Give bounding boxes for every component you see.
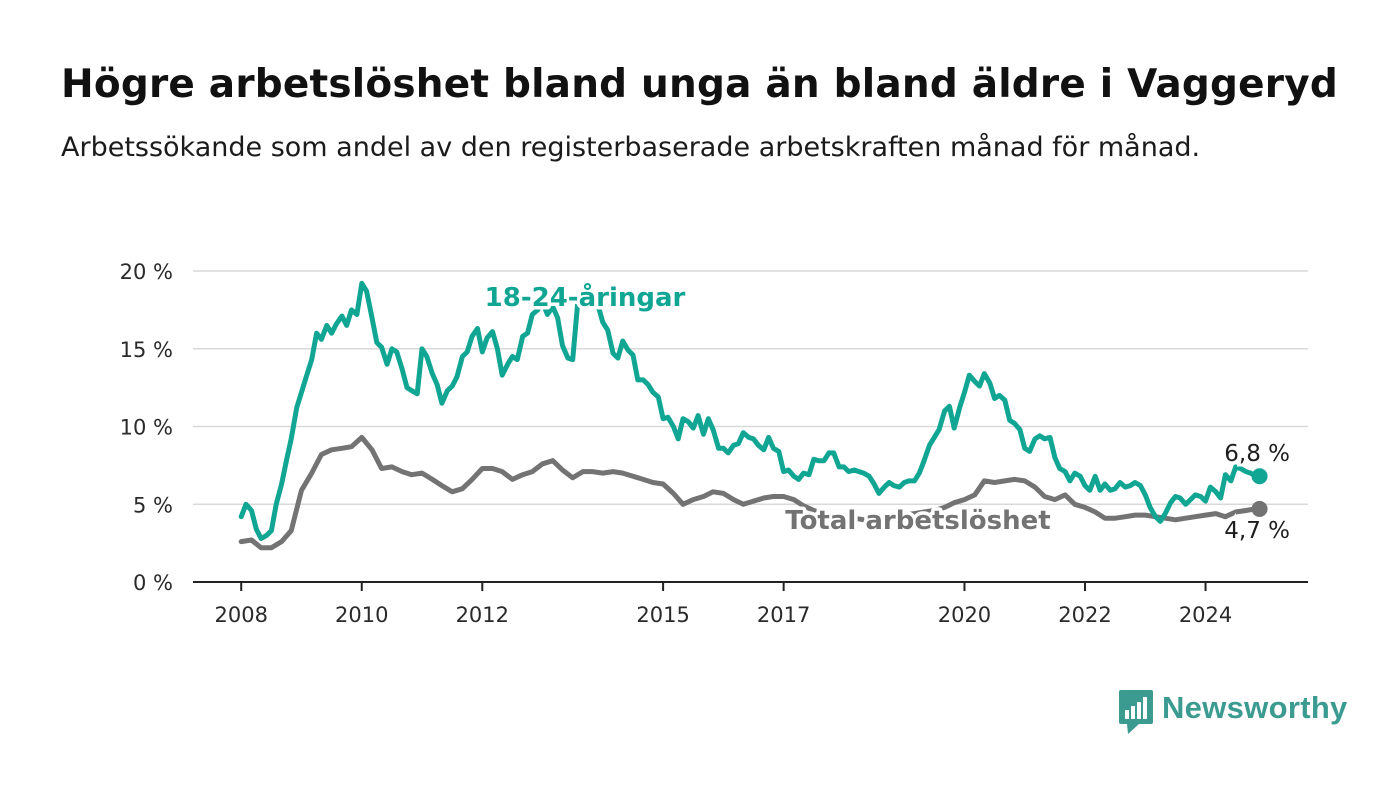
y-tick-label: 0 % (133, 571, 173, 595)
bar-chart-speech-bubble-icon (1119, 690, 1153, 734)
x-tick-label: 2017 (757, 603, 810, 627)
x-tick-label: 2010 (335, 603, 388, 627)
x-axis-ticks: 2008 2010 2012 2015 2017 2020 2022 2024 (214, 582, 1232, 627)
x-tick-label: 2012 (456, 603, 509, 627)
brand-name: Newsworthy (1162, 690, 1348, 725)
total-series-label: Total arbetslöshet (785, 506, 1050, 536)
x-tick-label: 2008 (214, 603, 267, 627)
youth-end-point (1251, 468, 1268, 485)
chart-title: Högre arbetslöshet bland unga än bland ä… (61, 62, 1338, 107)
total-end-point (1251, 500, 1268, 517)
x-tick-label: 2024 (1179, 603, 1232, 627)
youth-series-label: 18-24-åringar (485, 281, 686, 313)
y-tick-label: 10 % (120, 416, 173, 440)
chart-subtitle: Arbetssökande som andel av den registerb… (61, 132, 1201, 163)
x-tick-label: 2015 (636, 603, 689, 627)
x-tick-label: 2020 (938, 603, 991, 627)
youth-end-value-label: 6,8 % (1224, 441, 1290, 467)
y-tick-label: 20 % (120, 260, 173, 284)
newsworthy-logo: Newsworthy (1119, 686, 1348, 736)
y-axis-ticks: 0 % 5 % 10 % 15 % 20 % (120, 260, 173, 595)
series-lines (238, 280, 1268, 551)
youth-series-line (238, 280, 1259, 541)
total-series-line (238, 434, 1259, 551)
total-end-value-label: 4,7 % (1224, 518, 1290, 544)
series-labels: Total arbetslöshet 18-24-åringar 6,8 % 4,7 … (481, 278, 1293, 548)
y-tick-label: 5 % (133, 493, 173, 517)
grid-lines (193, 270, 1308, 583)
x-tick-label: 2022 (1058, 603, 1111, 627)
y-tick-label: 15 % (120, 338, 173, 362)
